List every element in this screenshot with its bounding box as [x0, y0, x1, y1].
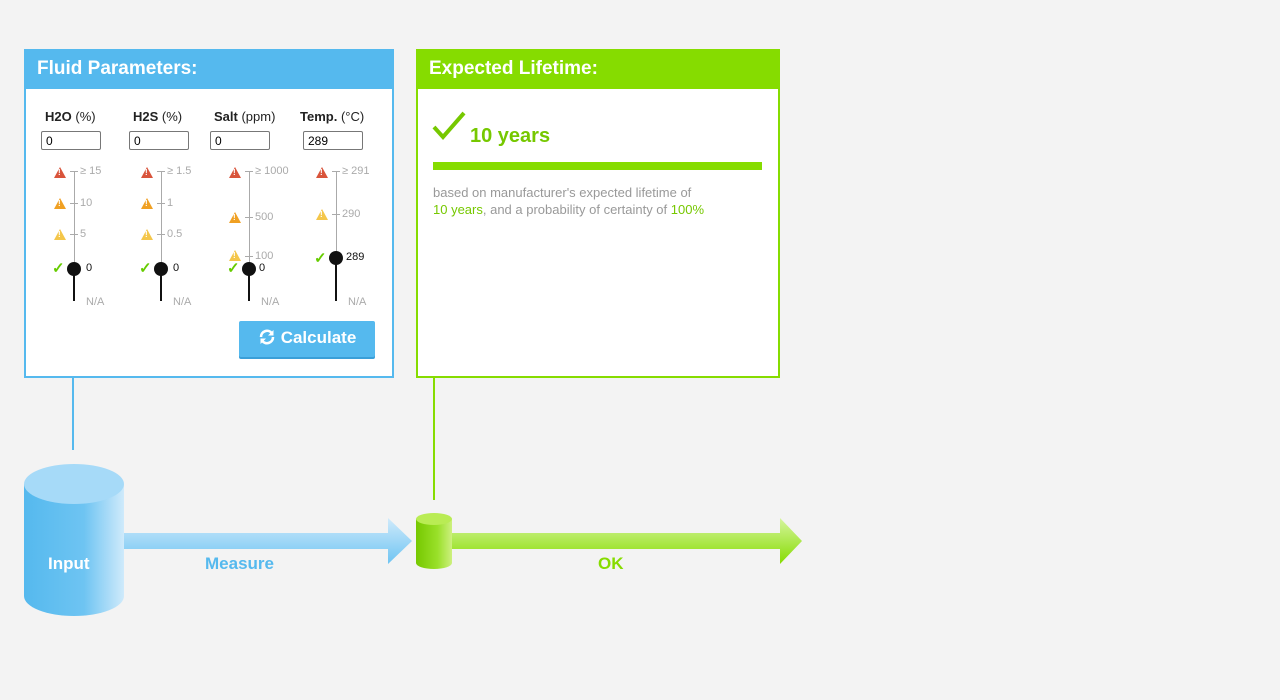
input-cylinder — [24, 464, 124, 616]
param-name: H2S — [133, 109, 159, 124]
desc-mid: , and a probability of certainty of — [482, 202, 671, 217]
param-unit: (ppm) — [241, 109, 276, 124]
h2s-input[interactable] — [129, 131, 189, 150]
slider-knob[interactable] — [242, 262, 256, 276]
warning-icon — [316, 167, 328, 178]
check-icon: ✓ — [314, 250, 327, 267]
param-name: Salt — [214, 109, 238, 124]
warning-icon — [141, 198, 153, 209]
lifetime-description: based on manufacturer's expected lifetim… — [433, 184, 763, 218]
warning-icon — [54, 229, 66, 240]
tick-label: 500 — [255, 211, 274, 223]
check-icon: ✓ — [52, 260, 65, 277]
slider-knob[interactable] — [329, 251, 343, 265]
tick-label: ≥ 1.5 — [167, 165, 192, 177]
warning-icon — [54, 167, 66, 178]
salt-input[interactable] — [210, 131, 270, 150]
na-label: N/A — [86, 296, 105, 308]
desc-prefix: based on manufacturer's expected lifetim… — [433, 185, 692, 200]
temp-input[interactable] — [303, 131, 363, 150]
ok-label: OK — [598, 554, 624, 573]
expected-lifetime-title: Expected Lifetime: — [416, 49, 780, 89]
fluid-parameters-title: Fluid Parameters: — [24, 49, 394, 89]
tick-label: 100 — [255, 250, 274, 262]
warning-icon — [54, 198, 66, 209]
slider-knob[interactable] — [67, 262, 81, 276]
tick-label: 5 — [80, 228, 87, 240]
current-value: 0 — [173, 262, 180, 274]
measure-label: Measure — [205, 554, 274, 573]
slider-knob[interactable] — [154, 262, 168, 276]
na-label: N/A — [348, 296, 367, 308]
current-value: 289 — [346, 251, 365, 263]
output-connector-line — [433, 378, 435, 500]
param-h2o: H2O (%) — [41, 109, 101, 150]
param-unit: (°C) — [340, 109, 365, 124]
lifetime-result: 10 years — [470, 125, 551, 147]
warning-icon — [229, 212, 241, 223]
current-value: 0 — [86, 262, 93, 274]
warning-icon — [141, 167, 153, 178]
warning-icon — [316, 209, 328, 220]
fluid-parameters-panel: Fluid Parameters: H2O (%) ≥ 15 10 5 ✓ 0 … — [24, 49, 394, 378]
warning-icon — [229, 167, 241, 178]
tick-label: 0.5 — [167, 228, 183, 240]
result-bar — [433, 162, 762, 170]
measure-arrow — [120, 518, 412, 564]
tick-label: ≥ 15 — [80, 165, 102, 177]
calculate-button[interactable]: Calculate — [239, 321, 375, 357]
na-label: N/A — [173, 296, 192, 308]
param-unit: (%) — [161, 109, 183, 124]
warning-icon — [141, 229, 153, 240]
param-unit: (%) — [75, 109, 96, 124]
param-salt: Salt (ppm) — [210, 109, 276, 150]
tick-label: ≥ 1000 — [255, 165, 289, 177]
ok-arrow — [450, 518, 802, 564]
input-label: Input — [48, 554, 90, 573]
desc-probability: 100% — [670, 202, 705, 217]
desc-years: 10 years — [433, 202, 483, 217]
param-name: Temp. — [300, 109, 338, 124]
expected-lifetime-panel: Expected Lifetime: 10 years based on man… — [416, 49, 780, 378]
tick-label: 10 — [80, 197, 93, 209]
param-h2s: H2S (%) — [129, 109, 189, 150]
input-connector-line — [72, 378, 74, 450]
flow-diagram — [24, 464, 802, 616]
current-value: 0 — [259, 262, 266, 274]
tick-label: 1 — [167, 197, 174, 209]
param-temp: Temp. (°C) — [300, 109, 365, 150]
warning-icon — [229, 250, 241, 261]
tick-label: ≥ 291 — [342, 165, 370, 177]
na-label: N/A — [261, 296, 280, 308]
param-name: H2O — [45, 109, 72, 124]
check-icon: ✓ — [227, 260, 240, 277]
calculate-label: Calculate — [280, 327, 357, 347]
check-icon: ✓ — [139, 260, 152, 277]
tick-label: 290 — [342, 208, 361, 220]
refresh-icon — [258, 328, 276, 351]
h2o-input[interactable] — [41, 131, 101, 150]
check-icon — [432, 111, 466, 146]
output-cylinder — [416, 513, 452, 569]
